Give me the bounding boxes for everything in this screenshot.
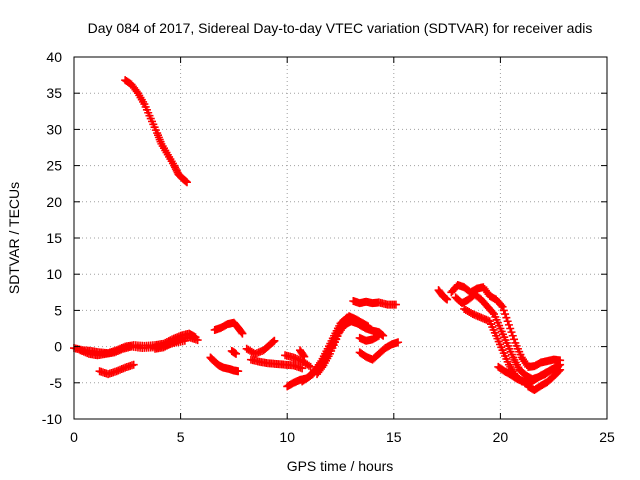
data-point-marker — [501, 310, 510, 319]
y-tick-label: 40 — [46, 49, 62, 65]
data-point-marker — [443, 295, 452, 304]
data-point-marker — [171, 165, 180, 174]
data-point-marker — [503, 317, 512, 326]
axis-ticks — [73, 56, 608, 420]
series-arc-17 — [355, 338, 403, 364]
series-arc-15 — [295, 346, 309, 361]
series-arc-5 — [151, 333, 202, 353]
data-point-marker — [556, 365, 565, 374]
series-arc-7 — [210, 318, 247, 338]
data-point-marker — [497, 301, 506, 310]
data-point-marker — [299, 351, 308, 360]
data-point-marker — [507, 328, 516, 337]
data-point-marker — [499, 306, 508, 315]
series-arc-19 — [434, 286, 452, 304]
data-point-marker — [391, 300, 400, 309]
series-arc-16 — [349, 296, 400, 309]
x-tick-label: 15 — [386, 429, 402, 445]
data-point-marker — [318, 363, 327, 372]
x-tick-label: 10 — [279, 429, 295, 445]
x-tick-label: 25 — [599, 429, 615, 445]
series-arc-1 — [121, 76, 191, 187]
data-point-marker — [504, 320, 513, 329]
data-point-marker — [193, 336, 202, 345]
data-point-marker — [506, 324, 515, 333]
data-point-marker — [498, 302, 507, 311]
data-point-marker — [394, 338, 403, 347]
data-point-marker — [502, 313, 511, 322]
data-point-marker — [510, 335, 519, 344]
y-tick-label: 25 — [46, 158, 62, 174]
data-point-marker — [364, 322, 373, 331]
data-point-marker — [232, 349, 241, 358]
series-arc-24 — [524, 365, 565, 395]
x-axis-title: GPS time / hours — [287, 458, 394, 474]
data-point-marker — [234, 367, 243, 376]
y-tick-label: 20 — [46, 194, 62, 210]
data-point-marker — [238, 329, 247, 338]
chart-title: Day 084 of 2017, Sidereal Day-to-day VTE… — [88, 20, 593, 36]
y-tick-label: 10 — [46, 266, 62, 282]
data-point-marker — [172, 166, 181, 175]
data-point-marker — [304, 361, 313, 370]
data-point-marker — [171, 163, 180, 172]
series-arc-9 — [242, 336, 279, 358]
y-tick-label: -5 — [50, 375, 63, 391]
data-point-marker — [237, 328, 246, 337]
series-arc-8 — [227, 346, 241, 358]
y-tick-label: 30 — [46, 121, 62, 137]
series-arc-18 — [355, 331, 383, 345]
data-point-marker — [488, 308, 497, 317]
series-arc-14 — [313, 312, 373, 379]
data-point-marker — [374, 331, 383, 340]
data-point-marker — [554, 367, 563, 376]
y-tick-label: -10 — [42, 411, 62, 427]
data-point-marker — [298, 364, 307, 373]
series-arc-6 — [206, 353, 243, 376]
y-axis-title: SDTVAR / TECUs — [6, 182, 22, 294]
data-point-marker — [270, 336, 279, 345]
series-arc-10 — [246, 355, 307, 373]
data-point-marker — [170, 161, 179, 170]
data-point-marker — [182, 178, 191, 187]
data-point-marker — [508, 331, 517, 340]
data-point-marker — [306, 362, 315, 371]
y-tick-label: 15 — [46, 230, 62, 246]
x-tick-labels: 0 5 10 15 20 25 — [70, 429, 615, 445]
data-point-marker — [129, 360, 138, 369]
series-arc-4 — [95, 360, 138, 379]
data-markers — [70, 76, 565, 395]
y-tick-label: 0 — [54, 339, 62, 355]
x-tick-label: 0 — [70, 429, 78, 445]
x-tick-label: 20 — [493, 429, 509, 445]
y-tick-label: 5 — [54, 302, 62, 318]
series-arc-23 — [494, 362, 535, 387]
data-point-marker — [300, 352, 309, 361]
y-tick-label: 35 — [46, 85, 62, 101]
y-tick-labels: -10 -5 0 5 10 15 20 25 30 35 40 — [42, 49, 62, 427]
x-tick-label: 5 — [177, 429, 185, 445]
